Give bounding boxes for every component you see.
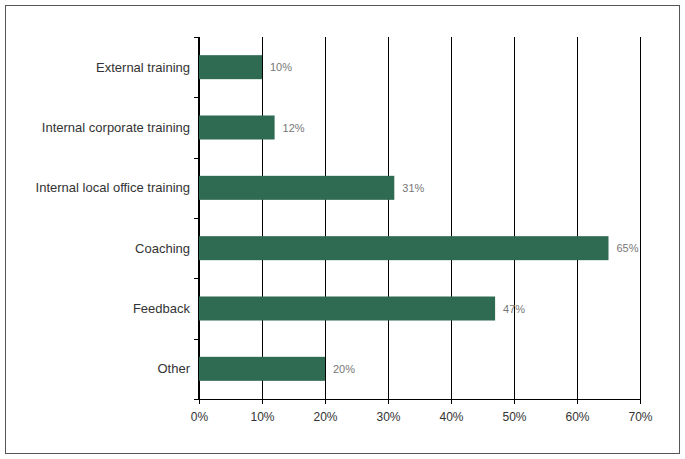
band-tick xyxy=(194,278,199,279)
tick-label: 10% xyxy=(250,410,274,424)
band-tick xyxy=(194,37,199,38)
category-label: Internal local office training xyxy=(36,180,190,195)
grid-line xyxy=(640,37,641,399)
x-axis xyxy=(199,399,641,400)
band-tick xyxy=(194,218,199,219)
bar xyxy=(199,297,495,321)
category-label: Other xyxy=(157,361,190,376)
tick-label: 20% xyxy=(313,410,337,424)
grid-line xyxy=(262,37,263,399)
category-label: Feedback xyxy=(133,301,191,316)
category-label: External training xyxy=(96,60,190,75)
tick-label: 70% xyxy=(628,410,652,424)
band-tick xyxy=(194,339,199,340)
band-tick xyxy=(194,158,199,159)
category-label: Internal corporate training xyxy=(42,120,190,135)
bar xyxy=(199,176,394,200)
chart-root: 0% 10% 20% 30% 40% 50% 60% 70% External training… xyxy=(0,0,685,459)
data-label: 65% xyxy=(617,242,639,254)
grid-line xyxy=(325,37,326,399)
band-tick xyxy=(194,399,199,400)
tick-label: 30% xyxy=(376,410,400,424)
bar xyxy=(199,55,262,79)
tick-label: 50% xyxy=(502,410,526,424)
data-label: 10% xyxy=(270,61,292,73)
bars xyxy=(199,55,609,381)
frame xyxy=(6,6,680,454)
bar xyxy=(199,116,275,140)
data-label: 31% xyxy=(402,182,424,194)
data-label: 47% xyxy=(503,303,525,315)
data-label: 12% xyxy=(283,122,305,134)
bar xyxy=(199,357,325,381)
bar xyxy=(199,236,609,260)
data-label: 20% xyxy=(333,363,355,375)
grid-line xyxy=(388,37,389,399)
grid-line xyxy=(199,37,200,399)
tick-label: 0% xyxy=(191,410,209,424)
grid-line xyxy=(577,37,578,399)
band-tick xyxy=(194,97,199,98)
grid-line xyxy=(514,37,515,399)
grid-line xyxy=(451,37,452,399)
tick-label: 40% xyxy=(439,410,463,424)
category-label: Coaching xyxy=(135,241,190,256)
chart: 0% 10% 20% 30% 40% 50% 60% 70% External training… xyxy=(0,0,685,459)
tick-label: 60% xyxy=(565,410,589,424)
